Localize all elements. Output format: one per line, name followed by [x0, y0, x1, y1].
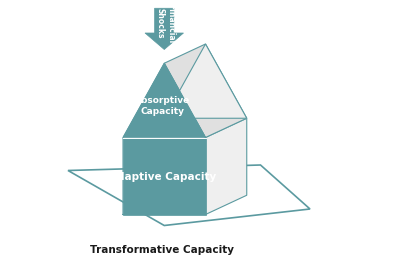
Polygon shape	[68, 165, 310, 226]
Polygon shape	[145, 8, 184, 50]
Polygon shape	[164, 44, 247, 138]
Polygon shape	[123, 63, 206, 138]
Text: Financial
Shocks: Financial Shocks	[156, 4, 175, 43]
Text: Transformative Capacity: Transformative Capacity	[90, 245, 234, 255]
Text: Adaptive Capacity: Adaptive Capacity	[109, 172, 216, 182]
Polygon shape	[164, 44, 247, 118]
Polygon shape	[123, 138, 206, 214]
Text: Absorptive
Capacity: Absorptive Capacity	[135, 96, 190, 116]
Polygon shape	[206, 118, 247, 214]
